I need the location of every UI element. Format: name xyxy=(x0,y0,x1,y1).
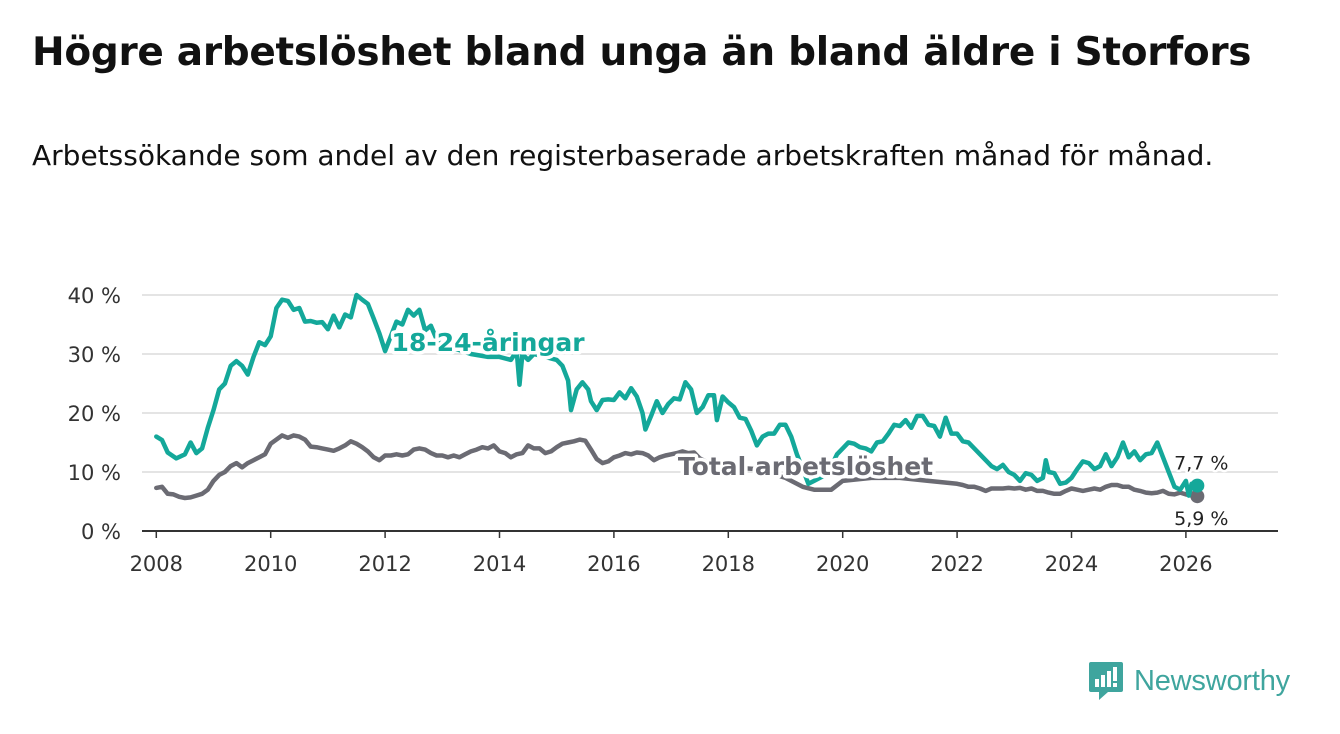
brand-name: Newsworthy xyxy=(1134,664,1290,697)
x-tick-label: 2016 xyxy=(587,552,640,576)
series-end-point-youth xyxy=(1190,478,1205,493)
x-tick-label: 2026 xyxy=(1159,552,1212,576)
series-line-total xyxy=(154,433,1200,501)
series-label-youth: 18-24-åringar xyxy=(392,328,586,357)
series-lines xyxy=(154,292,1205,504)
x-tick-label: 2018 xyxy=(702,552,755,576)
y-tick-label: 10 % xyxy=(68,461,121,485)
x-tick-label: 2020 xyxy=(816,552,869,576)
gridlines xyxy=(142,294,1278,473)
y-tick-label: 40 % xyxy=(68,284,121,308)
series-label-total: Total arbetslöshet xyxy=(678,452,933,481)
x-tick-label: 2008 xyxy=(130,552,183,576)
x-tick-label: 2022 xyxy=(930,552,983,576)
chart-title: Högre arbetslöshet bland unga än bland ä… xyxy=(32,30,1252,75)
x-tick-label: 2012 xyxy=(358,552,411,576)
series-end-point-total xyxy=(1190,489,1205,504)
x-tick-label: 2014 xyxy=(473,552,526,576)
end-value-label-total: 5,9 % xyxy=(1174,508,1228,530)
chart-subtitle: Arbetssökande som andel av den registerb… xyxy=(32,139,1214,172)
y-tick-label: 30 % xyxy=(68,343,121,367)
series-labels: 18-24-åringar Total arbetslöshet 7,7 % 5,9 … xyxy=(388,325,1231,533)
x-tick-label: 2010 xyxy=(244,552,297,576)
newsworthy-logo-icon xyxy=(1089,662,1123,700)
y-tick-label: 0 % xyxy=(81,520,121,544)
series-line-youth xyxy=(154,292,1200,498)
x-tick-label: 2024 xyxy=(1045,552,1098,576)
y-tick-label: 20 % xyxy=(68,402,121,426)
axes: 0 % 10 % 20 % 30 % 40 % 2008 2010 2012 2014 2016 2… xyxy=(68,284,1278,576)
newsworthy-brand[interactable]: Newsworthy xyxy=(1088,660,1290,702)
end-value-label-youth: 7,7 % xyxy=(1174,453,1228,475)
